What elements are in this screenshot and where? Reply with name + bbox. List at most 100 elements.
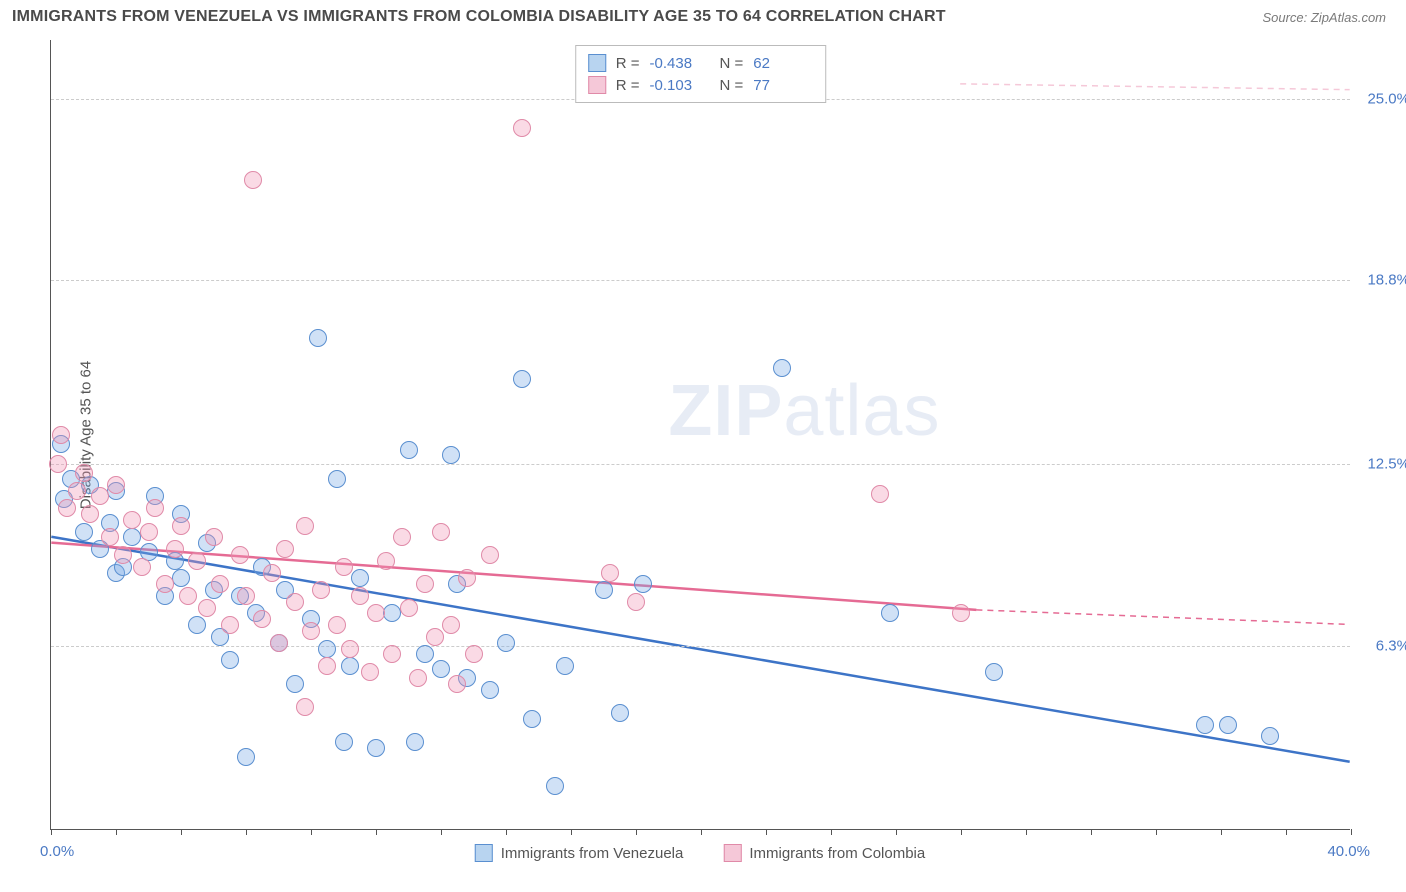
data-point bbox=[302, 622, 320, 640]
x-tick bbox=[701, 829, 702, 835]
y-tick-label: 18.8% bbox=[1367, 271, 1406, 288]
data-point bbox=[1219, 716, 1237, 734]
data-point bbox=[406, 733, 424, 751]
data-point bbox=[166, 540, 184, 558]
data-point bbox=[881, 604, 899, 622]
x-tick bbox=[831, 829, 832, 835]
data-point bbox=[318, 640, 336, 658]
data-point bbox=[481, 546, 499, 564]
data-point bbox=[286, 593, 304, 611]
x-tick bbox=[1221, 829, 1222, 835]
data-point bbox=[416, 575, 434, 593]
chart-area: Disability Age 35 to 64 ZIPatlas R = -0.… bbox=[50, 40, 1350, 830]
watermark: ZIPatlas bbox=[668, 370, 940, 452]
series-legend: Immigrants from Venezuela Immigrants fro… bbox=[475, 844, 925, 862]
data-point bbox=[627, 593, 645, 611]
data-point bbox=[952, 604, 970, 622]
data-point bbox=[351, 569, 369, 587]
data-point bbox=[68, 482, 86, 500]
data-point bbox=[211, 575, 229, 593]
x-tick bbox=[441, 829, 442, 835]
x-tick bbox=[1351, 829, 1352, 835]
data-point bbox=[123, 511, 141, 529]
data-point bbox=[1196, 716, 1214, 734]
data-point bbox=[432, 660, 450, 678]
data-point bbox=[133, 558, 151, 576]
data-point bbox=[309, 329, 327, 347]
legend-item-colombia: Immigrants from Colombia bbox=[723, 844, 925, 862]
data-point bbox=[244, 171, 262, 189]
x-tick bbox=[116, 829, 117, 835]
data-point bbox=[556, 657, 574, 675]
data-point bbox=[400, 441, 418, 459]
x-tick bbox=[1026, 829, 1027, 835]
data-point bbox=[871, 485, 889, 503]
chart-title: IMMIGRANTS FROM VENEZUELA VS IMMIGRANTS … bbox=[12, 8, 946, 26]
data-point bbox=[426, 628, 444, 646]
data-point bbox=[221, 616, 239, 634]
data-point bbox=[146, 499, 164, 517]
x-tick bbox=[571, 829, 572, 835]
data-point bbox=[276, 540, 294, 558]
y-tick-label: 6.3% bbox=[1376, 637, 1406, 654]
data-point bbox=[1261, 727, 1279, 745]
data-point bbox=[140, 523, 158, 541]
data-point bbox=[188, 616, 206, 634]
y-tick-label: 12.5% bbox=[1367, 456, 1406, 473]
x-tick bbox=[311, 829, 312, 835]
data-point bbox=[773, 359, 791, 377]
legend-row-colombia: R = -0.103 N = 77 bbox=[588, 74, 814, 96]
x-tick bbox=[506, 829, 507, 835]
data-point bbox=[231, 546, 249, 564]
data-point bbox=[442, 446, 460, 464]
correlation-legend: R = -0.438 N = 62 R = -0.103 N = 77 bbox=[575, 45, 827, 103]
data-point bbox=[296, 517, 314, 535]
data-point bbox=[335, 733, 353, 751]
data-point bbox=[367, 739, 385, 757]
data-point bbox=[513, 119, 531, 137]
swatch-colombia bbox=[588, 76, 606, 94]
swatch-venezuela-bottom bbox=[475, 844, 493, 862]
data-point bbox=[81, 505, 99, 523]
data-point bbox=[601, 564, 619, 582]
data-point bbox=[221, 651, 239, 669]
data-point bbox=[172, 569, 190, 587]
data-point bbox=[263, 564, 281, 582]
data-point bbox=[91, 487, 109, 505]
data-point bbox=[442, 616, 460, 634]
y-tick-label: 25.0% bbox=[1367, 90, 1406, 107]
data-point bbox=[513, 370, 531, 388]
data-point bbox=[188, 552, 206, 570]
data-point bbox=[237, 748, 255, 766]
data-point bbox=[75, 464, 93, 482]
data-point bbox=[318, 657, 336, 675]
data-point bbox=[107, 476, 125, 494]
data-point bbox=[448, 675, 466, 693]
data-point bbox=[458, 569, 476, 587]
data-point bbox=[179, 587, 197, 605]
data-point bbox=[634, 575, 652, 593]
grid-line bbox=[51, 646, 1350, 647]
source-attribution: Source: ZipAtlas.com bbox=[1262, 10, 1386, 25]
data-point bbox=[367, 604, 385, 622]
data-point bbox=[114, 546, 132, 564]
data-point bbox=[296, 698, 314, 716]
swatch-colombia-bottom bbox=[723, 844, 741, 862]
x-tick bbox=[1156, 829, 1157, 835]
data-point bbox=[432, 523, 450, 541]
scatter-plot: ZIPatlas R = -0.438 N = 62 R = -0.103 N … bbox=[50, 40, 1350, 830]
data-point bbox=[377, 552, 395, 570]
data-point bbox=[156, 575, 174, 593]
data-point bbox=[393, 528, 411, 546]
data-point bbox=[270, 634, 288, 652]
data-point bbox=[237, 587, 255, 605]
x-tick bbox=[636, 829, 637, 835]
data-point bbox=[595, 581, 613, 599]
chart-header: IMMIGRANTS FROM VENEZUELA VS IMMIGRANTS … bbox=[0, 0, 1406, 30]
data-point bbox=[383, 645, 401, 663]
data-point bbox=[546, 777, 564, 795]
data-point bbox=[75, 523, 93, 541]
x-tick bbox=[246, 829, 247, 835]
x-tick bbox=[376, 829, 377, 835]
x-tick bbox=[1286, 829, 1287, 835]
